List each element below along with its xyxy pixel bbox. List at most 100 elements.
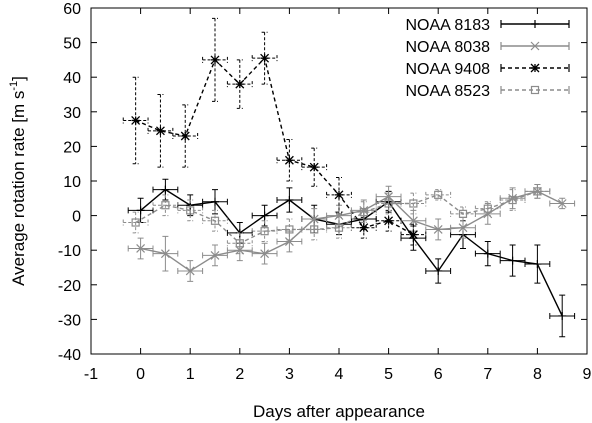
data-point [531,20,539,28]
error-bar [450,206,476,222]
y-tick-label: -10 [58,243,81,260]
data-point [284,155,294,165]
data-point [334,223,344,232]
y-axis-title-exponent: -1 [8,81,20,91]
y-axis-title: Average rotation rate [m s-1] [8,76,28,286]
series-line [135,190,538,245]
x-tick-label: -1 [84,366,98,383]
data-point [334,190,344,200]
error-bar [499,189,526,211]
data-point [558,311,567,320]
error-bar [202,209,228,232]
error-bar [226,232,253,255]
y-axis-title-main: Average rotation rate [m s [9,91,28,286]
data-point [384,216,394,226]
data-point [211,197,219,206]
data-point [160,249,170,259]
x-tick-label: 7 [483,366,492,383]
legend-cap [500,42,570,50]
y-tick-label: 40 [63,70,81,87]
legend: NOAA 8183 NOAA 8038 NOAA 9408 NOAA 8523 [406,17,570,100]
x-tick-label: 6 [434,366,443,383]
data-point [533,187,542,196]
x-tick-label: 5 [384,366,393,383]
error-bar [474,201,501,217]
x-tick-label: 8 [533,366,542,383]
data-point [210,250,220,260]
data-point [235,239,244,248]
data-point [260,249,270,259]
y-tick-label: -30 [58,312,81,329]
data-point [533,260,542,269]
data-point [334,211,344,221]
data-point [161,201,170,210]
data-point [285,225,294,234]
y-tick-label: 60 [63,1,81,18]
error-bar [251,220,278,243]
y-tick-label: 10 [63,174,81,191]
legend-label: NOAA 9408 [406,61,491,78]
data-point [458,223,468,233]
data-point [384,192,394,201]
data-point [310,225,319,234]
data-point [180,131,190,141]
data-point [483,249,492,258]
y-tick-label: -20 [58,278,81,295]
y-axis-title-close: ] [9,76,28,81]
data-point [285,196,294,205]
data-point [434,190,443,199]
data-point [210,216,220,225]
data-point [185,266,195,276]
legend-label: NOAA 8038 [406,39,491,56]
data-point [210,55,220,65]
error-bar [152,194,179,217]
data-point [408,216,418,226]
data-point [384,199,393,208]
data-point [408,230,418,240]
y-tick-label: 0 [72,209,81,226]
data-point [260,227,269,236]
data-point [136,244,146,253]
series-0 [127,178,576,338]
y-tick-label: -40 [58,347,81,364]
data-point [508,195,517,205]
legend-cap [500,64,570,72]
series-3 [122,183,551,255]
data-point [434,266,443,275]
series-2 [122,17,427,246]
x-tick-label: 1 [186,366,195,383]
data-point [136,206,145,215]
y-tick-label: 20 [63,139,81,156]
legend-cap [500,86,570,94]
legend-cap [500,20,570,28]
data-point [508,256,517,265]
data-point [161,185,170,194]
x-tick-label: 2 [235,366,244,383]
data-point [530,41,540,51]
data-point [359,223,369,233]
data-point [409,199,418,208]
series-1 [127,183,576,282]
y-tick-label: 30 [63,105,81,122]
x-tick-label: 9 [583,366,592,383]
data-point [309,162,319,172]
error-bar [122,211,149,234]
data-point [284,237,294,246]
x-tick-label: 3 [285,366,294,383]
error-bar [350,201,377,224]
legend-label: NOAA 8183 [406,17,491,34]
data-point [359,208,368,217]
data-point [131,115,141,125]
data-point [260,53,270,63]
data-point [186,206,195,215]
legend-label: NOAA 8523 [406,83,491,100]
error-bar [524,183,551,199]
data-point [235,79,245,89]
x-tick-label: 4 [335,366,344,383]
data-point [458,209,468,218]
series-layer [122,17,576,338]
y-tick-label: 50 [63,36,81,53]
error-bar [400,192,427,215]
error-bar [301,218,328,241]
